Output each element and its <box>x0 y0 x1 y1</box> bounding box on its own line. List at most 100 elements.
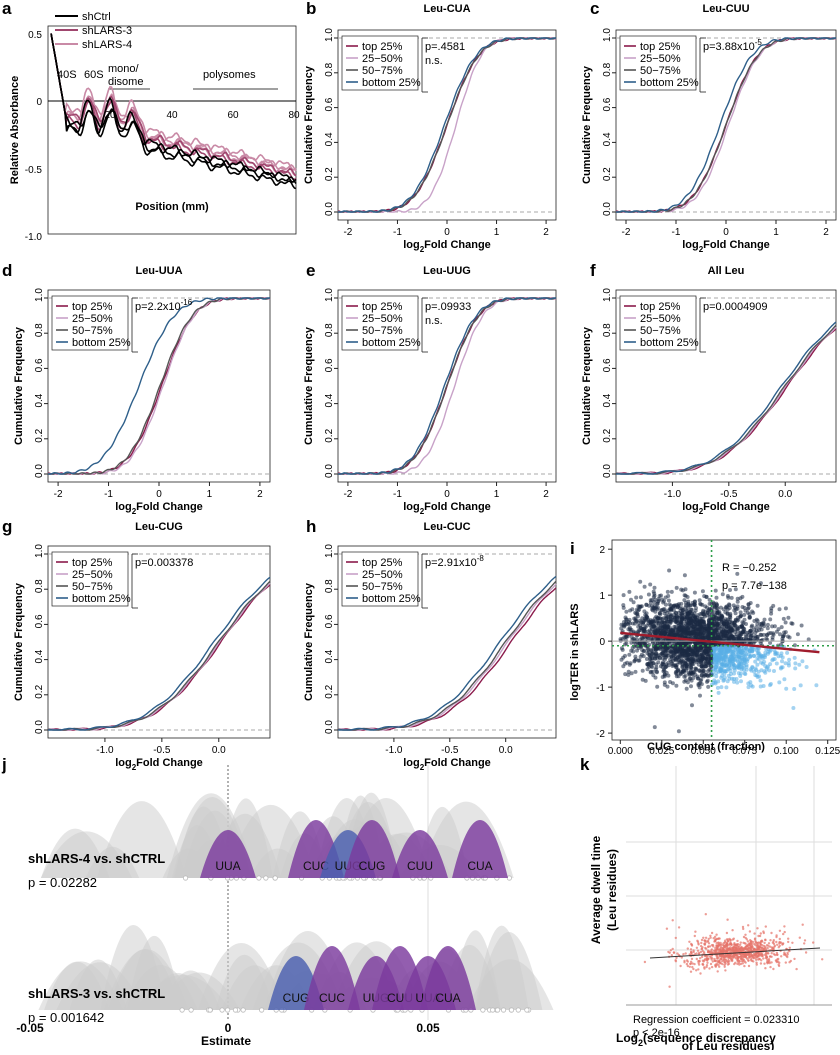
k-point <box>703 967 706 970</box>
k-point <box>732 937 735 940</box>
k-point <box>762 957 765 960</box>
scatter-point <box>655 619 659 624</box>
scatter-point <box>721 678 726 683</box>
xtick-label: -1 <box>104 489 113 500</box>
panel-i: i logTER in shLARS CUG content (fraction… <box>569 539 840 757</box>
scatter-point <box>735 658 740 663</box>
scatter-point <box>694 606 698 610</box>
scatter-point <box>768 683 772 688</box>
k-point <box>759 941 762 944</box>
panel-e-title: Leu-UUG <box>423 265 471 277</box>
scatter-point <box>728 672 733 677</box>
scatter-point <box>633 643 638 647</box>
scatter-point <box>643 625 648 630</box>
k-point <box>725 938 729 941</box>
xlabel-pre: log <box>115 501 132 513</box>
cdf-ylabel: Cumulative Frequency <box>303 326 315 445</box>
scatter-point <box>793 661 798 666</box>
scatter-point <box>697 685 702 690</box>
panel-i-frame <box>611 539 837 741</box>
k-point <box>712 945 715 948</box>
k-point <box>723 949 726 952</box>
cdf-panels: b Leu-CUA 0.0 0.2 0.4 0.6 0.8 1.0 -2 -1 0 1 2 Cumulat… <box>2 0 837 772</box>
scatter-point <box>648 598 653 603</box>
ytick-label: 0.6 <box>34 614 45 628</box>
scatter-point <box>692 590 697 595</box>
scatter-point <box>703 648 708 653</box>
scatter-point <box>721 633 726 638</box>
k-point <box>737 952 740 956</box>
k-point <box>749 942 752 945</box>
k-point <box>753 938 757 941</box>
p-value-base: p=0.0004909 <box>703 301 768 313</box>
scatter-point <box>624 634 629 639</box>
scatter-point <box>749 624 754 629</box>
k-point <box>704 946 707 950</box>
panel-k-ylabel-1: Average dwell time <box>589 836 603 945</box>
legend-label-3: bottom 25% <box>72 337 131 349</box>
xtick-label: 2 <box>543 227 549 238</box>
k-point <box>734 947 738 950</box>
k-point <box>764 967 767 970</box>
scatter-point <box>762 617 767 622</box>
codon-ridge-CUA <box>420 946 476 1010</box>
legend-label-3: bottom 25% <box>362 337 421 349</box>
cdf-xlabel: log2Fold Change <box>403 501 491 516</box>
k-point <box>709 934 712 937</box>
k-point <box>704 941 707 944</box>
k-point <box>692 950 695 954</box>
scatter-point <box>779 651 784 656</box>
baseline-dot <box>508 1007 515 1013</box>
scatter-point <box>800 659 805 664</box>
scatter-point <box>705 613 710 618</box>
ytick-a-3: -1.0 <box>25 232 43 243</box>
scatter-point <box>723 605 728 610</box>
xtick-label: 0.075 <box>732 746 757 757</box>
xtick-label: 0.025 <box>649 746 674 757</box>
scatter-point <box>663 602 668 607</box>
k-point <box>755 958 758 961</box>
k-point <box>728 953 732 956</box>
xtick-label: 0.0 <box>499 745 513 756</box>
scatter-point <box>713 648 718 653</box>
k-point <box>778 961 781 964</box>
scatter-point <box>685 614 690 619</box>
k-point <box>747 948 750 951</box>
xlabel-pre: log <box>682 239 699 251</box>
k-point <box>775 940 778 944</box>
k-point <box>722 958 725 961</box>
legend-box <box>341 295 419 351</box>
scatter-point <box>679 601 684 606</box>
scatter-point <box>727 636 732 641</box>
xtick-label: -1.0 <box>664 489 682 500</box>
k-point <box>736 939 739 943</box>
scatter-point <box>679 659 684 664</box>
cdf-xlabel: log2Fold Change <box>403 239 491 254</box>
scatter-point <box>779 625 784 630</box>
panel-k-p: p < 2e-16 <box>633 1027 680 1039</box>
k-point <box>717 945 720 948</box>
xtick-a-0: 20 <box>104 110 116 121</box>
k-point <box>714 938 717 941</box>
k-point <box>697 961 700 965</box>
scatter-point <box>665 589 670 594</box>
j-xtick-2: 0.05 <box>416 1021 440 1035</box>
xtick-label: -1 <box>672 227 681 238</box>
scatter-point <box>649 647 654 652</box>
xtick-a-2: 60 <box>227 110 239 121</box>
k-point <box>755 963 758 966</box>
baseline-dot <box>515 1007 521 1013</box>
scatter-point <box>735 647 740 652</box>
legend-label-0: top 25% <box>72 557 113 569</box>
scatter-point <box>662 668 667 673</box>
k-point <box>709 962 713 966</box>
xtick-label: -1.0 <box>96 745 114 756</box>
k-point <box>727 962 731 966</box>
scatter-point <box>644 602 649 607</box>
scatter-point <box>674 674 679 679</box>
k-point <box>763 962 766 965</box>
scatter-point <box>786 615 791 620</box>
scatter-point <box>654 654 659 659</box>
scatter-point <box>684 686 689 691</box>
scatter-point <box>654 670 659 675</box>
